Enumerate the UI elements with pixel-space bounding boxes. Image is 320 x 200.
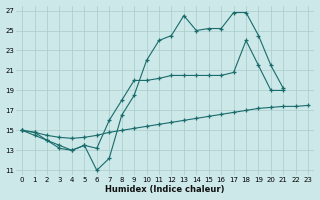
X-axis label: Humidex (Indice chaleur): Humidex (Indice chaleur) bbox=[106, 185, 225, 194]
